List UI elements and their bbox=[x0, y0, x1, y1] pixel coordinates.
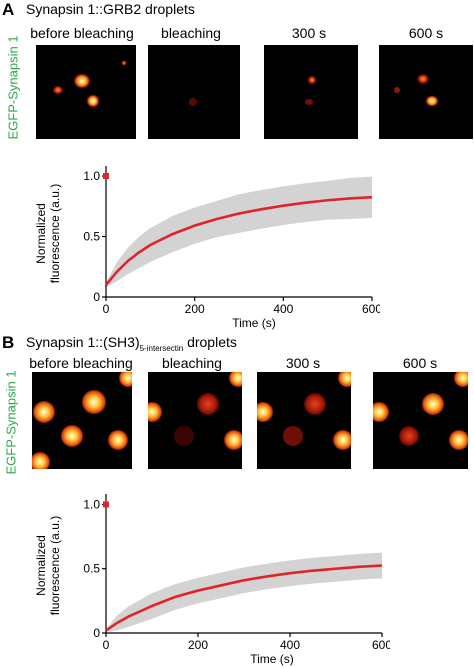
chart-b-x-tick-label: 600 bbox=[372, 638, 390, 652]
panel-a-title-text: Synapsin 1::GRB2 droplets bbox=[26, 1, 195, 17]
chart-a-pre-bleach-point bbox=[103, 173, 109, 180]
droplet bbox=[61, 425, 83, 447]
chart-a-x-axis-label: Time (s) bbox=[232, 316, 276, 330]
chart-b-pre-bleach-point bbox=[103, 501, 109, 508]
droplet bbox=[257, 402, 273, 422]
droplet bbox=[304, 393, 326, 415]
panel-a-frame-label-3: 300 s bbox=[291, 25, 327, 41]
droplet bbox=[307, 75, 317, 85]
panel-b-frame-label-1: before bleaching bbox=[29, 355, 133, 371]
droplet bbox=[121, 60, 127, 66]
chart-b-y-tick-label: 0 bbox=[93, 626, 100, 640]
chart-b-error-band bbox=[106, 552, 382, 632]
chart-b-x-tick-label: 400 bbox=[280, 638, 300, 652]
droplet bbox=[224, 430, 242, 450]
droplet bbox=[454, 372, 468, 387]
chart-a-x-tick-label: 600 bbox=[362, 302, 380, 316]
panel-b-title-suffix: droplets bbox=[183, 334, 237, 350]
panel-b-micrograph-300s bbox=[257, 372, 351, 469]
droplet bbox=[425, 95, 439, 107]
panel-a-title: Synapsin 1::GRB2 droplets bbox=[26, 1, 195, 17]
chart-b-y-axis-label-line: fluorescence (a.u.) bbox=[48, 516, 62, 615]
droplet bbox=[399, 426, 419, 446]
droplet bbox=[422, 393, 444, 415]
chart-a-y-tick-label: 1.0 bbox=[83, 169, 100, 183]
chart-a-x-tick-label: 0 bbox=[103, 302, 110, 316]
droplet bbox=[449, 430, 468, 450]
panel-a-micrograph-600s bbox=[379, 45, 473, 139]
panel-b-title-text: Synapsin 1::(SH3) bbox=[26, 334, 140, 350]
chart-b-x-tick-label: 200 bbox=[188, 638, 208, 652]
chart-a-error-band bbox=[106, 176, 372, 288]
panel-b-title-subscript: 5-intersectin bbox=[139, 343, 184, 353]
chart-a-x-tick-label: 200 bbox=[185, 302, 205, 316]
droplet bbox=[119, 372, 132, 387]
droplet bbox=[148, 402, 162, 422]
droplet bbox=[189, 98, 197, 106]
droplet bbox=[197, 393, 219, 415]
panel-b-letter: B bbox=[2, 333, 15, 352]
chart-a-y-axis-label-line: Normalized bbox=[34, 203, 48, 264]
droplet bbox=[373, 402, 389, 422]
panel-b-frap-chart: 0 0.5 1.0 0 200 400 600 Time (s) Normalizedfluor… bbox=[34, 494, 390, 666]
chart-b-recovery-curve bbox=[105, 564, 383, 632]
panel-b-frame-label-2: bleaching bbox=[162, 355, 222, 371]
chart-b-y-tick-label: 1.0 bbox=[83, 497, 100, 511]
droplet bbox=[52, 85, 64, 95]
panel-a-frame-label-2: bleaching bbox=[161, 25, 221, 41]
droplet bbox=[73, 73, 91, 89]
panel-b-micrograph-before bbox=[32, 372, 132, 469]
panel-b-side-label: EGFP-Synapsin 1 bbox=[3, 370, 19, 475]
droplet bbox=[108, 430, 128, 450]
panel-a-frap-chart: 0 0.5 1.0 0 200 400 600 Time (s) Normalizedfluor… bbox=[34, 166, 380, 330]
droplet bbox=[394, 87, 400, 93]
panel-a-side-label: EGFP-Synapsin 1 bbox=[5, 35, 21, 140]
chart-b-x-axis-label: Time (s) bbox=[250, 652, 294, 666]
droplet bbox=[305, 99, 313, 105]
chart-b-y-axis-label-line: Normalized bbox=[34, 535, 48, 596]
chart-b-y-tick-label: 0.5 bbox=[83, 562, 100, 576]
chart-a-y-axis-label: Normalizedfluorescence (a.u.) bbox=[34, 184, 62, 283]
chart-a-y-axis-label-line: fluorescence (a.u.) bbox=[48, 184, 62, 283]
panel-b-micrograph-bleaching bbox=[148, 372, 242, 469]
chart-a-y-tick-label: 0 bbox=[93, 290, 100, 304]
chart-b-x-tick-label: 0 bbox=[103, 638, 110, 652]
chart-a-y-tick-label: 0.5 bbox=[83, 230, 100, 244]
panel-a-micrograph-300s bbox=[264, 45, 358, 139]
panel-a-frame-label-4: 600 s bbox=[408, 25, 444, 41]
panel-a-micrograph-before bbox=[36, 45, 136, 139]
panel-b-title: Synapsin 1::(SH3)5-intersectin droplets bbox=[26, 334, 237, 353]
panel-a-letter: A bbox=[2, 0, 15, 19]
chart-a-recovery-curve bbox=[105, 195, 373, 286]
droplet bbox=[174, 426, 194, 446]
panel-b-micrograph-600s bbox=[373, 372, 468, 469]
chart-a-x-tick-label: 400 bbox=[273, 302, 293, 316]
panel-a-frame-label-1: before bleaching bbox=[30, 25, 134, 41]
droplet bbox=[86, 94, 100, 108]
chart-b-y-axis-label: Normalizedfluorescence (a.u.) bbox=[34, 516, 62, 615]
panel-b-frame-label-4: 600 s bbox=[402, 355, 438, 371]
droplet bbox=[33, 401, 55, 423]
droplet bbox=[82, 390, 106, 414]
droplet bbox=[416, 73, 430, 85]
panel-b-frame-label-3: 300 s bbox=[285, 355, 321, 371]
droplet bbox=[283, 426, 303, 446]
droplet bbox=[333, 430, 351, 450]
droplet bbox=[338, 372, 351, 387]
droplet bbox=[229, 372, 242, 387]
droplet bbox=[32, 452, 50, 469]
panel-a-micrograph-bleaching bbox=[148, 45, 240, 139]
